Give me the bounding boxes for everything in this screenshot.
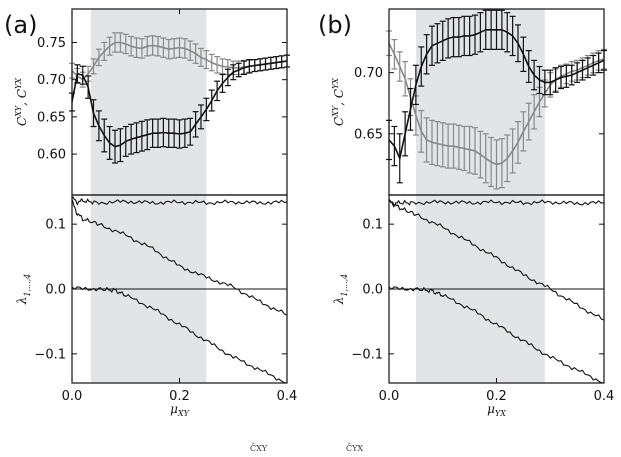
figure: (a) 0.60 0.65 0.70 0.75 CXY, CYX −0.1 0.0 0.1 λ1,… <box>4 8 615 418</box>
panel-a: (a) 0.60 0.65 0.70 0.75 CXY, CYX −0.1 0.0 0.1 λ1,… <box>4 8 298 418</box>
caption-right: ĈYX <box>346 444 364 453</box>
top-ylabel: CXY, CYX <box>331 78 346 126</box>
x-tick-label: 0.0 <box>62 389 83 404</box>
panel-b: (b) 0.65 0.70 CXY, CYX −0.1 0.0 0.1 λ1,...,4 0.0… <box>318 8 615 418</box>
shaded-region <box>415 9 545 383</box>
x-tick-label: 0.2 <box>169 389 190 404</box>
y-tick-label: 0.1 <box>362 218 383 233</box>
x-tick-label: 0.4 <box>277 389 298 404</box>
series-line <box>71 60 288 148</box>
x-tick-label: 0.4 <box>594 389 615 404</box>
lambda-line-2 <box>388 199 605 321</box>
top-ylabel: CXY, CYX <box>14 78 29 126</box>
y-tick-label: 0.0 <box>362 283 383 298</box>
caption-left: ĈXY <box>250 444 268 453</box>
y-tick-label: 0.65 <box>354 127 383 142</box>
shaded-region <box>90 9 207 383</box>
y-tick-label: 0.60 <box>37 148 66 163</box>
y-tick-label: 0.65 <box>37 110 66 125</box>
y-tick-label: 0.0 <box>45 283 66 298</box>
series-black <box>386 9 607 184</box>
y-tick-label: −0.1 <box>351 347 383 362</box>
lambda-line-1 <box>388 199 605 207</box>
lambda-line-1 <box>71 196 288 206</box>
x-tick-label: 0.0 <box>379 389 400 404</box>
x-tick-label: 0.2 <box>486 389 507 404</box>
x-axis-label: μXY <box>170 402 190 418</box>
y-tick-label: 0.70 <box>37 73 66 88</box>
series-black <box>69 54 290 164</box>
lambda-line-2 <box>71 199 288 316</box>
bottom-ylabel: λ1,...,4 <box>15 274 32 306</box>
y-tick-label: 0.1 <box>45 218 66 233</box>
panel-label: (a) <box>4 11 37 39</box>
y-tick-label: −0.1 <box>34 347 66 362</box>
lambda-line-4 <box>71 286 288 384</box>
y-tick-label: 0.70 <box>354 66 383 81</box>
panel-label: (b) <box>318 11 352 39</box>
series-line <box>388 29 605 161</box>
x-axis-label: μYX <box>487 402 506 418</box>
bottom-ylabel: λ1,...,4 <box>332 274 349 306</box>
y-tick-label: 0.75 <box>37 36 66 51</box>
series-line <box>388 42 605 166</box>
lambda-line-4 <box>388 286 605 384</box>
